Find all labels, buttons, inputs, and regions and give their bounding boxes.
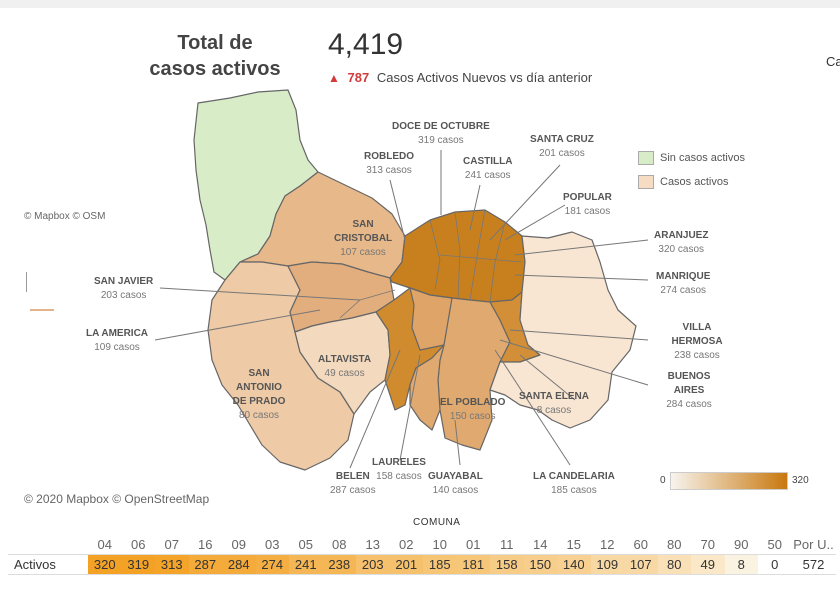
column-header: 06 (131, 537, 146, 552)
table-cell[interactable]: 241 (289, 554, 323, 575)
column-header: 90 (734, 537, 749, 552)
table-cell[interactable]: 158 (490, 554, 524, 575)
new-cases-text: Casos Activos Nuevos vs día anterior (376, 70, 593, 85)
table-cell[interactable]: 80 (657, 554, 691, 575)
label-el-poblado: EL POBLADO 150 casos (440, 397, 506, 422)
label-guayabal: GUAYABAL 140 casos (428, 471, 483, 496)
column-header: 70 (700, 537, 715, 552)
table-cell[interactable]: 8 (724, 554, 758, 575)
new-cases-count: 787 (347, 70, 370, 85)
table-cell[interactable]: 274 (255, 554, 289, 575)
map-credit[interactable]: © 2020 Mapbox © OpenStreetMap (24, 492, 210, 506)
zoom-indicator (30, 309, 54, 311)
label-san-javier: SAN JAVIER 203 casos (94, 276, 154, 301)
region-guayabal[interactable] (409, 344, 445, 431)
table-cell[interactable]: 287 (188, 554, 222, 575)
table-cell[interactable]: 201 (389, 554, 423, 575)
label-san-cristobal: SAN CRISTOBAL 107 casos (334, 219, 393, 258)
table-cell[interactable]: 107 (624, 554, 658, 575)
legend-no-cases[interactable]: Sin casos activos (638, 151, 745, 165)
table-cell[interactable]: 319 (121, 554, 155, 575)
label-aranjuez: ARANJUEZ 320 casos (654, 230, 709, 255)
legend-swatch-green (638, 151, 654, 165)
column-header: 15 (566, 537, 581, 552)
table-cell[interactable]: 203 (356, 554, 390, 575)
table-cell[interactable]: 185 (423, 554, 457, 575)
region-santa-elena[interactable] (489, 231, 637, 429)
label-san-antonio-de-prado: SAN ANTONIO DE PRADO 80 casos (232, 368, 286, 421)
column-header: 80 (667, 537, 682, 552)
column-header: Por U.. (793, 537, 834, 552)
column-header: 05 (298, 537, 313, 552)
table-cell[interactable]: 49 (691, 554, 725, 575)
table-cell[interactable]: 572 (802, 557, 825, 572)
label-belen: BELEN 287 casos (330, 471, 376, 496)
title-line-2: casos activos (149, 58, 281, 80)
legend-active-cases[interactable]: Casos activos (638, 175, 728, 189)
column-header: 11 (500, 537, 514, 552)
column-header: 02 (399, 537, 414, 552)
label-altavista: ALTAVISTA 49 casos (318, 354, 372, 379)
column-header: 16 (198, 537, 213, 552)
table-cell[interactable]: 238 (322, 554, 356, 575)
legend-swatch-orange (638, 175, 654, 189)
total-active-cases: 4,419 (328, 28, 404, 61)
label-popular: POPULAR 181 casos (563, 192, 612, 217)
up-triangle-icon: ▲ (328, 71, 340, 85)
table-row[interactable]: Activos 320 319 313 287 284 274 241 238 203 201 18… (8, 554, 836, 575)
column-header: 08 (332, 537, 347, 552)
cases-table: 04 06 07 16 09 03 05 08 13 02 10 01 11 14 15 12 60 80 70 90… (8, 535, 836, 575)
legend-active-label: Casos activos (660, 175, 729, 188)
label-villa-hermosa: VILLA HERMOSA 238 casos (671, 322, 723, 361)
table-cell[interactable]: 181 (456, 554, 490, 575)
table-cell[interactable]: 140 (557, 554, 591, 575)
column-header: 50 (767, 537, 782, 552)
table-cell[interactable]: 150 (523, 554, 557, 575)
color-scale (670, 472, 788, 490)
scale-max: 320 (792, 475, 809, 486)
label-castilla: CASTILLA 241 casos (463, 156, 513, 181)
table-cell[interactable]: 284 (222, 554, 256, 575)
column-header: 04 (97, 537, 112, 552)
column-header: 13 (365, 537, 380, 552)
new-cases-line: ▲ 787 Casos Activos Nuevos vs día anteri… (328, 70, 592, 85)
label-la-america: LA AMERICA 109 casos (86, 328, 149, 353)
table-header-spacer (8, 535, 88, 555)
row-label: Activos (14, 557, 56, 572)
cut-off-text: Ca (826, 54, 840, 69)
map-credit-small[interactable]: © Mapbox © OSM (24, 211, 106, 222)
label-santa-elena: SANTA ELENA 8 casos (519, 391, 589, 416)
total-title: Total de casos activos (130, 30, 300, 82)
table-header-row: 04 06 07 16 09 03 05 08 13 02 10 01 11 14 15 12 60 80 70 90… (8, 535, 836, 555)
column-header: 09 (231, 537, 246, 552)
column-header: 01 (466, 537, 481, 552)
label-manrique: MANRIQUE 274 casos (656, 271, 711, 296)
label-doce-de-octubre: DOCE DE OCTUBRE 319 casos (392, 121, 490, 146)
table-cell[interactable]: 109 (590, 554, 624, 575)
table-cell[interactable]: 320 (88, 554, 122, 575)
column-header: 12 (600, 537, 615, 552)
column-header: 03 (265, 537, 280, 552)
title-line-1: Total de (177, 32, 253, 54)
label-santa-cruz: SANTA CRUZ 201 casos (530, 134, 594, 159)
label-buenos-aires: BUENOS AIRES 284 casos (666, 371, 712, 410)
label-robledo: ROBLEDO 313 casos (364, 151, 414, 176)
scale-min: 0 (660, 475, 666, 486)
legend-no-cases-label: Sin casos activos (660, 151, 745, 164)
column-header: 07 (164, 537, 179, 552)
label-laureles: LAURELES 158 casos (372, 457, 426, 482)
column-header: 10 (432, 537, 447, 552)
zoom-control[interactable] (26, 272, 37, 292)
table-cell[interactable]: 313 (155, 554, 189, 575)
column-header: 60 (633, 537, 648, 552)
table-cell[interactable]: 0 (771, 557, 779, 572)
top-bar (0, 0, 840, 8)
column-header: 14 (533, 537, 548, 552)
comuna-title: COMUNA (413, 517, 461, 528)
label-la-candelaria: LA CANDELARIA 185 casos (533, 471, 615, 496)
